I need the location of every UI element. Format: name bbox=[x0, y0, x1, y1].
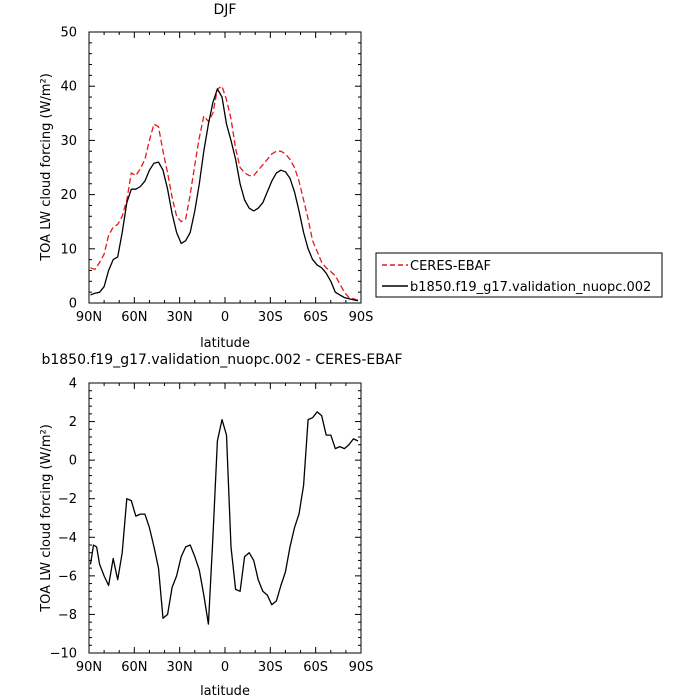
series-line-ceres-ebaf bbox=[90, 85, 359, 301]
x-tick-group-top: 90N 60N 30N 0 30S 60S 90S bbox=[76, 32, 374, 325]
x-tick-label: 30N bbox=[167, 310, 193, 325]
x-tick-label: 0 bbox=[221, 660, 229, 675]
series-line-b1850-f19-g17-validation-nuopc-002 bbox=[90, 88, 359, 302]
x-tick-label: 0 bbox=[221, 310, 229, 325]
plot-frame-bottom bbox=[88, 382, 362, 654]
x-tick-label: 60N bbox=[121, 310, 147, 325]
y-tick-label: 20 bbox=[60, 188, 77, 203]
y-tick-label: 30 bbox=[60, 134, 77, 149]
legend-label-model: b1850.f19_g17.validation_nuopc.002 bbox=[410, 280, 651, 295]
x-tick-label: 90N bbox=[76, 310, 102, 325]
y-tick-label: 4 bbox=[69, 377, 77, 392]
y-tick-label: −8 bbox=[58, 608, 77, 623]
x-tick-label: 30S bbox=[258, 310, 283, 325]
x-tick-label: 30S bbox=[258, 660, 283, 675]
y-tick-label: 40 bbox=[60, 80, 77, 95]
x-axis-label-bottom: latitude bbox=[200, 684, 250, 699]
x-tick-label: 30N bbox=[167, 660, 193, 675]
x-tick-label: 90S bbox=[349, 660, 374, 675]
legend-label-ceres: CERES-EBAF bbox=[410, 259, 491, 274]
x-tick-label: 90N bbox=[76, 660, 102, 675]
legend: CERES-EBAF b1850.f19_g17.validation_nuop… bbox=[375, 252, 663, 298]
y-tick-label: −6 bbox=[58, 569, 77, 584]
x-tick-label: 60S bbox=[303, 660, 328, 675]
chart-title-difference: b1850.f19_g17.validation_nuopc.002 - CER… bbox=[41, 352, 402, 368]
chart-title-djf: DJF bbox=[214, 2, 237, 18]
y-tick-label: 50 bbox=[60, 26, 77, 41]
series-group-bottom bbox=[89, 411, 359, 625]
chart-panel-djf: DJF TOA LW cloud forcing (W/m²) latitude… bbox=[39, 2, 373, 351]
x-tick-label: 60N bbox=[121, 660, 147, 675]
y-tick-label: 0 bbox=[69, 454, 77, 469]
series-line-difference bbox=[89, 411, 359, 625]
y-tick-label: 10 bbox=[60, 242, 77, 257]
chart-panel-difference: b1850.f19_g17.validation_nuopc.002 - CER… bbox=[39, 352, 403, 699]
y-axis-label-bottom: TOA LW cloud forcing (W/m²) bbox=[39, 424, 54, 613]
y-tick-label: −4 bbox=[58, 531, 77, 546]
y-tick-label: −10 bbox=[50, 647, 77, 662]
legend-box bbox=[375, 252, 663, 298]
y-tick-label: −2 bbox=[58, 492, 77, 507]
x-tick-label: 90S bbox=[349, 310, 374, 325]
x-axis-label-top: latitude bbox=[200, 336, 250, 351]
y-tick-group-top: 0 10 20 30 40 50 bbox=[60, 26, 361, 312]
y-axis-label-top: TOA LW cloud forcing (W/m²) bbox=[39, 73, 54, 262]
plot-frame-top bbox=[88, 31, 362, 304]
y-tick-label: 0 bbox=[69, 297, 77, 312]
series-group-top bbox=[90, 85, 359, 302]
y-tick-label: 2 bbox=[69, 415, 77, 430]
y-tick-group-bottom: −10 −8 −6 −4 −2 0 2 4 bbox=[50, 377, 361, 662]
x-tick-label: 60S bbox=[303, 310, 328, 325]
